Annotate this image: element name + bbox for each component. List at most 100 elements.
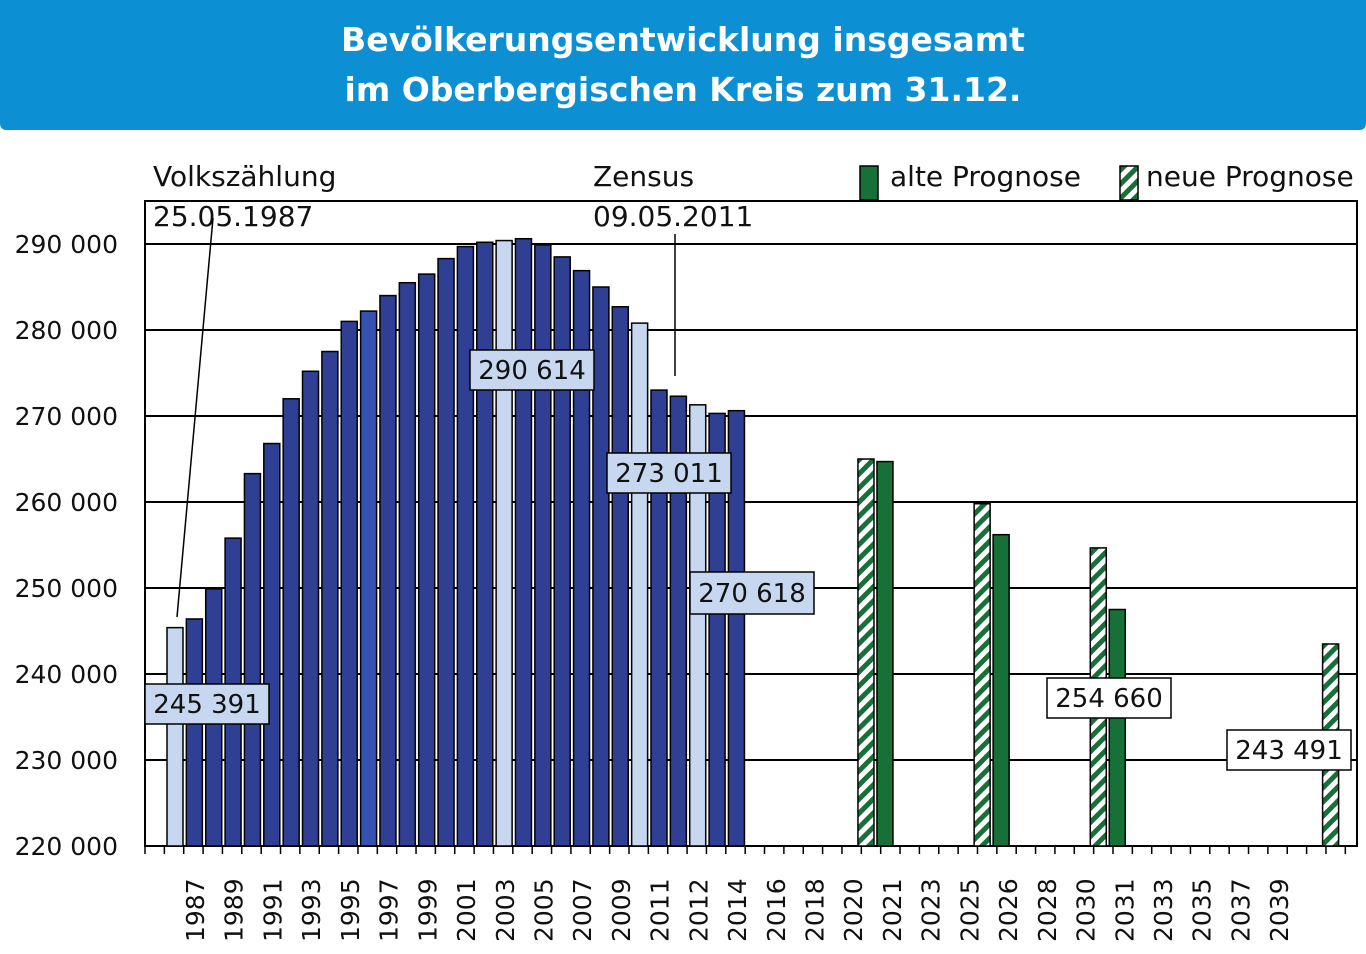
bar-2012 xyxy=(650,389,668,847)
bar-alte-prognose-2025 xyxy=(992,533,1010,847)
x-axis: 1987 1989 1991 1993 1995 1997 1999 2001 2003 2005… xyxy=(181,878,1294,942)
x-tick-label: 2025 xyxy=(955,878,984,942)
x-tick-label: 2018 xyxy=(801,878,830,942)
svg-text:254 660: 254 660 xyxy=(1055,684,1163,714)
y-tick-label: 280 000 xyxy=(15,316,118,345)
y-tick-label: 240 000 xyxy=(15,660,118,689)
x-tick-label: 2026 xyxy=(994,878,1023,942)
bar-1995 xyxy=(321,350,339,847)
x-tick-label: 2007 xyxy=(568,878,597,942)
x-tick-label: 2014 xyxy=(723,878,752,942)
bar-1987 xyxy=(166,626,184,847)
chart-title-line-1: Bevölkerungsentwicklung insgesamt xyxy=(341,20,1025,59)
x-tick-label: 1999 xyxy=(413,878,442,942)
x-tick-label: 2030 xyxy=(1072,878,1101,942)
bar-1996 xyxy=(340,320,358,847)
svg-text:273 011: 273 011 xyxy=(615,459,723,489)
svg-text:270 618: 270 618 xyxy=(698,579,806,609)
svg-text:243 491: 243 491 xyxy=(1235,736,1343,766)
bar-2015 xyxy=(708,412,726,847)
bar-2011 xyxy=(630,322,649,847)
bar-2000 xyxy=(417,273,436,847)
bar-2013 xyxy=(669,395,688,847)
y-tick-label: 260 000 xyxy=(15,488,118,517)
bars xyxy=(166,237,1340,847)
x-tick-label: 2009 xyxy=(607,878,636,942)
x-tick-label: 1993 xyxy=(297,878,326,942)
bar-2016 xyxy=(727,409,746,847)
x-tick-label: 2039 xyxy=(1265,878,1294,942)
bar-alte-prognose-2020 xyxy=(876,460,894,847)
y-tick-label: 250 000 xyxy=(15,574,118,603)
legend-swatch-neue xyxy=(1119,165,1139,201)
bar-neue-prognose-2025 xyxy=(973,502,991,847)
x-tick-label: 2003 xyxy=(491,878,520,942)
data-label-2014: 270 618 xyxy=(689,571,815,615)
legend-label-alte: alte Prognose xyxy=(890,160,1081,193)
bar-2002 xyxy=(456,245,475,847)
y-axis: 220 000 230 000 240 000 250 000 260 000 270 0… xyxy=(15,230,118,861)
plot-frame xyxy=(144,200,1358,847)
x-tick-label: 2011 xyxy=(646,878,675,942)
svg-text:245 391: 245 391 xyxy=(153,690,261,720)
bar-2007 xyxy=(553,256,571,847)
data-label-2011: 273 011 xyxy=(606,452,732,494)
bar-2010 xyxy=(611,306,630,847)
y-tick-label: 230 000 xyxy=(15,746,118,775)
bar-2014 xyxy=(688,404,707,847)
x-tick-label: 2031 xyxy=(1110,878,1139,942)
x-tick-label: 2028 xyxy=(1033,878,1062,942)
bar-2005 xyxy=(514,237,533,847)
bar-1992 xyxy=(263,442,281,847)
data-label-2040: 243 491 xyxy=(1226,729,1352,771)
bar-2009 xyxy=(592,286,610,847)
x-tick-label: 2001 xyxy=(452,878,481,942)
data-label-1987: 245 391 xyxy=(144,683,270,725)
bar-1988 xyxy=(185,618,204,847)
bar-1993 xyxy=(282,398,300,847)
x-tick-label: 1989 xyxy=(220,878,249,942)
annotation-zensus: Zensus xyxy=(593,160,694,193)
bar-2004 xyxy=(495,239,513,847)
chart-title-line-2: im Oberbergischen Kreis zum 31.12. xyxy=(344,70,1022,109)
x-tick-label: 1987 xyxy=(181,878,210,942)
x-tick-label: 2021 xyxy=(878,878,907,942)
x-tick-label: 1997 xyxy=(375,878,404,942)
annotation-pointer-volkszaehlung xyxy=(176,217,214,618)
x-tick-label: 1995 xyxy=(336,878,365,942)
legend-swatch-alte xyxy=(859,165,879,201)
bar-1997 xyxy=(359,310,378,847)
data-label-2030: 254 660 xyxy=(1046,677,1172,719)
bar-1998 xyxy=(379,294,397,847)
bar-2001 xyxy=(437,257,455,847)
y-tick-label: 270 000 xyxy=(15,402,118,431)
bar-2003 xyxy=(476,241,494,847)
svg-text:290 614: 290 614 xyxy=(478,356,586,386)
x-tick-label: 2037 xyxy=(1226,878,1255,942)
annotation-volkszaehlung-date: 25.05.1987 xyxy=(153,200,313,233)
x-tick-label: 2012 xyxy=(684,878,713,942)
title-banner: Bevölkerungsentwicklung insgesamt im Obe… xyxy=(0,0,1366,130)
bar-2008 xyxy=(572,269,591,847)
y-tick-label: 220 000 xyxy=(15,832,118,861)
bar-1991 xyxy=(243,472,262,847)
x-tick-label: 2035 xyxy=(1188,878,1217,942)
x-tick-label: 2023 xyxy=(917,878,946,942)
annotation-volkszaehlung: Volkszählung xyxy=(153,160,336,193)
bar-2006 xyxy=(534,244,552,847)
y-tick-label: 290 000 xyxy=(15,230,118,259)
legend-label-neue: neue Prognose xyxy=(1146,160,1354,193)
bar-alte-prognose-2030 xyxy=(1108,608,1127,847)
x-axis-ticks xyxy=(144,846,1347,854)
x-tick-label: 2016 xyxy=(762,878,791,942)
x-tick-label: 1991 xyxy=(258,878,287,942)
annotation-zensus-date: 09.05.2011 xyxy=(593,200,753,233)
bar-1994 xyxy=(301,370,320,847)
x-tick-label: 2020 xyxy=(839,878,868,942)
bar-neue-prognose-2020 xyxy=(857,458,875,847)
bar-1999 xyxy=(398,281,417,847)
x-tick-label: 2033 xyxy=(1149,878,1178,942)
data-label-2004: 290 614 xyxy=(469,349,595,391)
x-tick-label: 2005 xyxy=(529,878,558,942)
